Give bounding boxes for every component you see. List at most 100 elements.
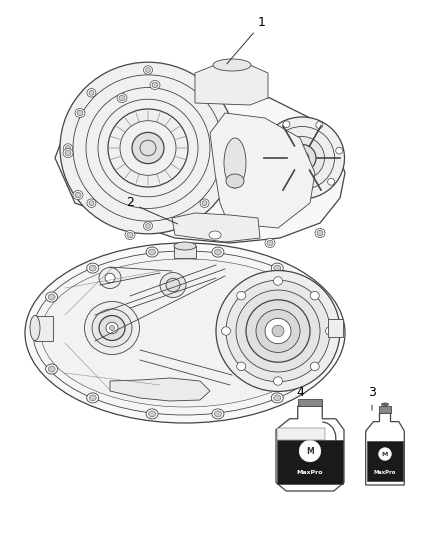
Circle shape (378, 448, 392, 461)
Ellipse shape (66, 146, 71, 150)
Ellipse shape (269, 126, 335, 190)
Ellipse shape (60, 62, 236, 234)
Ellipse shape (33, 251, 337, 415)
Ellipse shape (75, 192, 81, 198)
Ellipse shape (273, 277, 283, 285)
Ellipse shape (200, 199, 209, 207)
Ellipse shape (310, 292, 319, 300)
Bar (277, 428, 325, 440)
Ellipse shape (288, 144, 316, 172)
Ellipse shape (75, 109, 85, 117)
Ellipse shape (106, 322, 118, 334)
Ellipse shape (85, 302, 139, 354)
Ellipse shape (145, 68, 151, 72)
Ellipse shape (87, 199, 96, 207)
Ellipse shape (259, 117, 345, 199)
Ellipse shape (274, 265, 281, 271)
Ellipse shape (279, 136, 325, 180)
Ellipse shape (312, 292, 325, 302)
Bar (277, 440, 343, 484)
Ellipse shape (160, 272, 186, 297)
Ellipse shape (202, 201, 207, 206)
Text: 3: 3 (368, 386, 376, 410)
Polygon shape (210, 113, 315, 228)
Ellipse shape (144, 66, 152, 74)
Ellipse shape (33, 330, 40, 336)
Ellipse shape (145, 224, 151, 229)
Ellipse shape (202, 91, 207, 95)
Ellipse shape (89, 91, 94, 95)
Ellipse shape (87, 263, 99, 273)
Ellipse shape (99, 316, 125, 341)
Ellipse shape (166, 278, 180, 292)
Ellipse shape (272, 325, 284, 337)
Ellipse shape (295, 151, 309, 165)
Ellipse shape (119, 95, 125, 101)
Text: MaxPro: MaxPro (297, 470, 323, 475)
Polygon shape (55, 88, 345, 243)
Ellipse shape (110, 326, 114, 330)
Bar (367, 441, 403, 481)
Ellipse shape (87, 88, 96, 97)
Bar (174, 246, 196, 258)
Ellipse shape (46, 292, 58, 302)
Ellipse shape (46, 364, 58, 374)
Ellipse shape (226, 280, 330, 382)
Ellipse shape (222, 327, 230, 335)
Ellipse shape (215, 249, 222, 255)
Ellipse shape (127, 232, 133, 238)
Ellipse shape (146, 409, 158, 419)
Ellipse shape (63, 149, 73, 157)
Ellipse shape (328, 179, 335, 185)
Ellipse shape (31, 328, 43, 338)
Text: M: M (306, 447, 314, 456)
Ellipse shape (236, 290, 320, 372)
Ellipse shape (174, 242, 196, 250)
Ellipse shape (316, 122, 323, 128)
Ellipse shape (125, 230, 135, 239)
Ellipse shape (99, 268, 121, 288)
Text: M: M (382, 451, 388, 457)
Ellipse shape (256, 310, 300, 352)
Ellipse shape (271, 263, 283, 273)
Ellipse shape (261, 146, 268, 152)
Polygon shape (110, 378, 210, 401)
Ellipse shape (336, 147, 343, 154)
Ellipse shape (25, 243, 345, 423)
Text: MaxPro: MaxPro (374, 470, 396, 474)
Ellipse shape (267, 240, 273, 246)
Ellipse shape (325, 327, 335, 335)
Ellipse shape (265, 318, 291, 344)
Ellipse shape (299, 155, 305, 161)
Ellipse shape (297, 191, 304, 198)
Ellipse shape (237, 362, 246, 370)
Ellipse shape (216, 271, 340, 391)
Ellipse shape (312, 364, 325, 374)
Ellipse shape (213, 59, 251, 71)
Ellipse shape (105, 273, 115, 282)
Ellipse shape (315, 366, 322, 372)
Polygon shape (276, 406, 344, 491)
Ellipse shape (209, 231, 221, 239)
Text: 2: 2 (126, 197, 177, 224)
Ellipse shape (212, 247, 224, 257)
Ellipse shape (48, 366, 55, 372)
Polygon shape (195, 65, 268, 105)
Ellipse shape (223, 144, 233, 152)
Ellipse shape (224, 138, 246, 188)
Ellipse shape (87, 393, 99, 403)
Ellipse shape (327, 328, 339, 338)
Ellipse shape (215, 411, 222, 417)
Ellipse shape (152, 82, 158, 88)
Ellipse shape (237, 292, 246, 300)
Ellipse shape (200, 88, 209, 97)
Ellipse shape (381, 403, 389, 406)
Ellipse shape (64, 144, 73, 152)
Circle shape (299, 440, 321, 462)
Ellipse shape (117, 93, 127, 102)
Ellipse shape (73, 190, 83, 199)
Ellipse shape (246, 300, 310, 362)
Polygon shape (366, 413, 404, 485)
Ellipse shape (329, 330, 336, 336)
Ellipse shape (315, 294, 322, 300)
